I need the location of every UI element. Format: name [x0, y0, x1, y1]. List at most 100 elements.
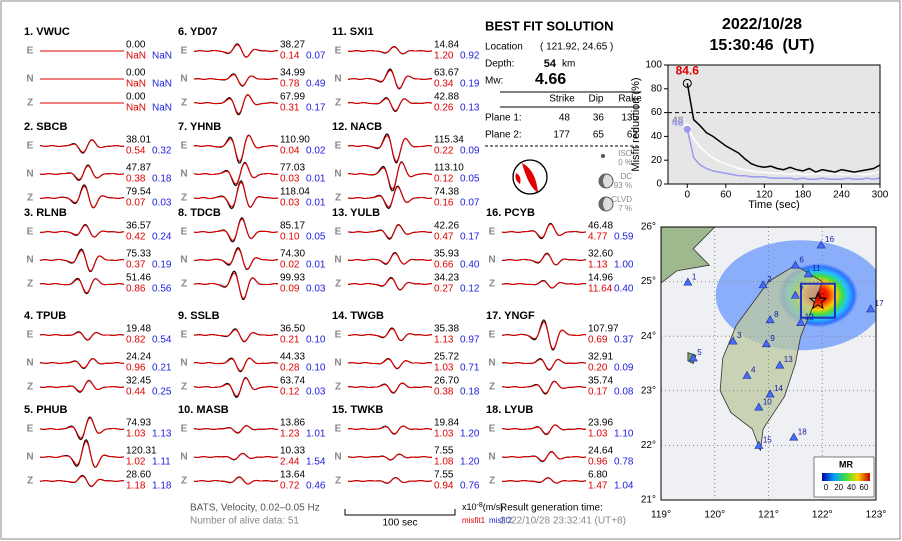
- misfit2: 1.20: [460, 457, 480, 468]
- amplitude: 99.93: [280, 273, 305, 284]
- misfit1: 1.13: [588, 260, 608, 271]
- station-number: 7: [799, 285, 804, 294]
- amplitude: 28.60: [126, 470, 151, 481]
- synthetic-waveform: [39, 417, 125, 439]
- amplitude: 23.96: [588, 418, 613, 429]
- amplitude: 44.33: [280, 352, 305, 363]
- amplitude: 19.48: [126, 324, 151, 335]
- misfit1: 0.12: [280, 387, 300, 398]
- station-number: 4: [751, 366, 756, 375]
- misfit1: 0.94: [434, 481, 454, 492]
- amplitude: 7.55: [434, 470, 454, 481]
- map-x-label: 122°: [812, 510, 833, 521]
- synthetic-waveform: [347, 69, 433, 89]
- component-label: Z: [489, 476, 495, 487]
- misfit2: 0.40: [614, 284, 634, 295]
- amplitude: 0.00: [126, 68, 146, 79]
- component-label: N: [334, 74, 341, 85]
- misfit1: 2.44: [280, 457, 300, 468]
- synthetic-waveform: [347, 358, 433, 369]
- component-label: Z: [27, 98, 33, 109]
- misfit-line: [686, 126, 881, 176]
- component-label: N: [26, 169, 33, 180]
- station-number: 17: [875, 299, 884, 308]
- amplitude: 38.27: [280, 40, 305, 51]
- colorbar: [822, 473, 870, 481]
- x-tick-label: 300: [872, 190, 889, 201]
- synthetic-waveform: [193, 181, 279, 208]
- misfit1: 0.72: [280, 481, 300, 492]
- synthetic-waveform: [193, 377, 279, 397]
- station-number: 10: [763, 397, 772, 406]
- observed-waveform: [501, 252, 587, 266]
- station-number: 3: [737, 331, 742, 340]
- misfit1: 0.16: [434, 198, 454, 209]
- synthetic-waveform: [501, 477, 587, 484]
- misfit2: 1.13: [152, 429, 172, 440]
- plot-frame: [667, 64, 881, 185]
- synthetic-waveform: [193, 134, 279, 162]
- component-label: N: [26, 74, 33, 85]
- misfit2: 0.76: [460, 481, 480, 492]
- amplitude: 0.00: [126, 40, 146, 51]
- column-header: Dip: [588, 94, 603, 105]
- synthetic-waveform: [39, 380, 125, 393]
- solution-title: BEST FIT SOLUTION: [485, 18, 614, 33]
- amplitude: 79.54: [126, 187, 151, 198]
- plane-value: 177: [553, 130, 570, 141]
- synthetic-waveform: [39, 331, 125, 341]
- synthetic-waveform: [39, 440, 125, 468]
- map-x-label: 123°: [866, 510, 887, 521]
- misfit2: NaN: [152, 103, 172, 114]
- synthetic-waveform: [193, 453, 279, 461]
- component-label: N: [26, 358, 33, 369]
- misfit2: 0.78: [614, 457, 634, 468]
- misfit2: 0.09: [460, 146, 480, 157]
- annotation: 84.6: [676, 63, 700, 77]
- misfit2: 1.10: [614, 429, 634, 440]
- misfit1: 0.09: [280, 284, 300, 295]
- misfit1: 0.12: [434, 174, 454, 185]
- amplitude: 32.45: [126, 376, 151, 387]
- misfit2-legend: misfit2: [489, 516, 513, 525]
- misfit1: 1.08: [434, 457, 454, 468]
- synthetic-waveform: [39, 249, 125, 272]
- misfit1: 1.20: [434, 51, 454, 62]
- component-label: N: [334, 358, 341, 369]
- misfit1-legend: misfit1: [462, 516, 486, 525]
- station-name: 14. TWGB: [332, 310, 384, 322]
- amplitude: 35.93: [434, 249, 459, 260]
- misfit2: 0.97: [460, 335, 480, 346]
- station-marker: [742, 370, 752, 379]
- misfit2: 0.17: [306, 103, 326, 114]
- amplitude: 77.03: [280, 163, 305, 174]
- component-name: DC: [620, 172, 632, 181]
- scale-bar: [344, 509, 456, 516]
- amplitude: 118.04: [280, 187, 310, 198]
- amplitude: 42.26: [434, 221, 459, 232]
- station-name: 9. SSLB: [178, 310, 220, 322]
- misfit1: 0.42: [126, 232, 146, 243]
- misfit1: 0.82: [126, 335, 146, 346]
- observed-waveform: [193, 134, 279, 164]
- map-x-label: 119°: [651, 510, 671, 521]
- synthetic-waveform: [347, 453, 433, 461]
- amplitude: 32.91: [588, 352, 613, 363]
- misfit1: 0.96: [126, 363, 146, 374]
- colorbar-tick: 0: [824, 483, 829, 492]
- plane-value: 48: [559, 113, 571, 124]
- depth-label: Depth:: [485, 59, 514, 70]
- alive-count: Number of alive data: 51: [190, 516, 299, 527]
- amplitude: 34.99: [280, 68, 305, 79]
- component-label: Z: [181, 279, 187, 290]
- amplitude: 42.88: [434, 92, 459, 103]
- result-time: 2022/10/28 23:32:41 (UT+8): [500, 516, 626, 527]
- component-label: N: [488, 452, 495, 463]
- misfit1: NaN: [126, 79, 146, 90]
- misfit2: 0.32: [152, 146, 172, 157]
- synthetic-waveform: [39, 475, 124, 487]
- component-label: Z: [181, 382, 187, 393]
- station-marker: [796, 317, 806, 326]
- component-label: Z: [489, 382, 495, 393]
- map: [661, 227, 876, 500]
